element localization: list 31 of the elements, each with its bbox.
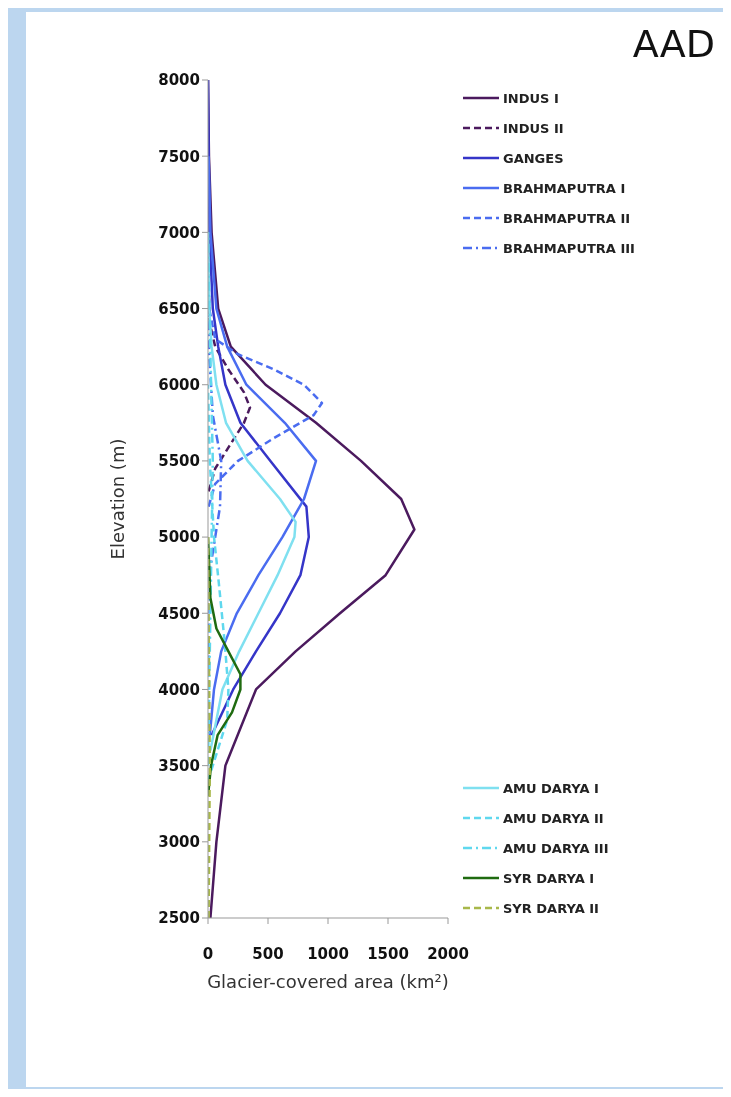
y-tick-label: 4000 xyxy=(158,680,200,699)
y-tick-label: 4500 xyxy=(158,604,200,623)
legend-label: BRAHMAPUTRA I xyxy=(503,180,626,196)
legend-label: SYR DARYA II xyxy=(503,900,599,916)
y-tick-label: 8000 xyxy=(158,71,200,90)
x-tick-label: 500 xyxy=(252,944,284,963)
legend-label: BRAHMAPUTRA II xyxy=(503,210,631,226)
legend-label: INDUS II xyxy=(503,120,564,136)
text: AAD xyxy=(632,22,715,66)
x-axis-title: Glacier-covered area (km²) xyxy=(207,971,449,992)
legend-label: BRAHMAPUTRA III xyxy=(503,240,635,256)
y-tick-label: 7500 xyxy=(158,147,200,166)
legend-label: AMU DARYA II xyxy=(503,810,604,826)
x-tick-label: 1500 xyxy=(367,944,409,963)
legend-label: SYR DARYA I xyxy=(503,870,595,886)
y-tick-label: 5000 xyxy=(158,528,200,547)
legend-label: GANGES xyxy=(503,150,564,166)
y-axis-title: Elevation (m) xyxy=(107,438,129,560)
y-tick-label: 6500 xyxy=(158,299,200,318)
x-tick-label: 2000 xyxy=(427,944,469,963)
legend-label: AMU DARYA I xyxy=(503,780,599,796)
x-tick-label: 1000 xyxy=(307,944,349,963)
y-tick-label: 3000 xyxy=(158,833,200,852)
y-tick-label: 6000 xyxy=(158,376,200,395)
x-tick-label: 0 xyxy=(202,944,214,963)
legend-label: AMU DARYA III xyxy=(503,840,609,856)
legend-label: INDUS I xyxy=(503,90,559,106)
y-tick-label: 5500 xyxy=(158,452,200,471)
y-tick-label: 3500 xyxy=(158,756,200,775)
y-tick-label: 2500 xyxy=(158,909,200,928)
y-tick-label: 7000 xyxy=(158,223,200,242)
